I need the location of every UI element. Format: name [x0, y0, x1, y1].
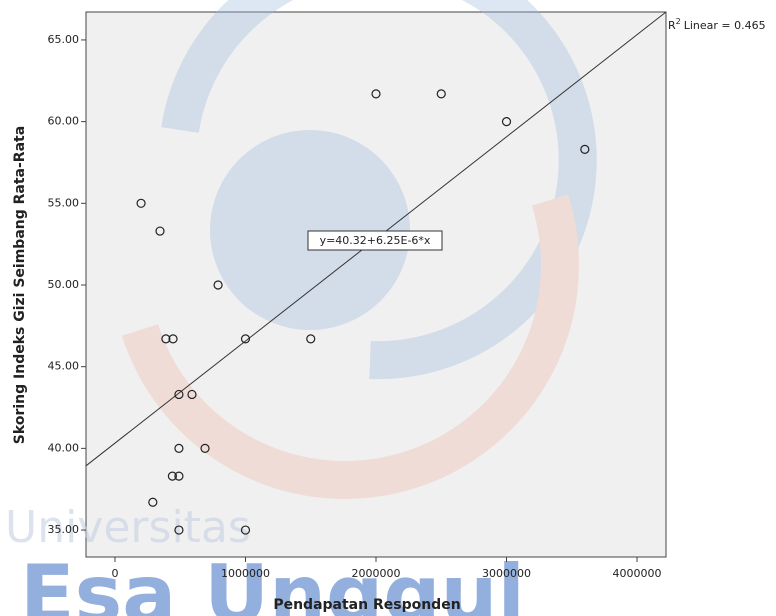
y-tick-label: 45.00 — [48, 360, 80, 373]
point — [136, 198, 146, 208]
point — [168, 334, 178, 344]
y-tick-label: 55.00 — [48, 196, 80, 209]
equation-label: y=40.32+6.25E-6*x — [320, 234, 431, 247]
point — [306, 334, 316, 344]
y-tick-label: 65.00 — [48, 33, 80, 46]
watermark-circle — [210, 130, 410, 330]
r2-text: Linear = 0.465 — [684, 19, 766, 32]
equation-box — [307, 230, 443, 251]
point — [155, 226, 165, 236]
point — [161, 334, 171, 344]
point — [187, 389, 197, 400]
watermark-arc — [161, 0, 597, 380]
y-tick-label: 60.00 — [48, 115, 80, 128]
point — [174, 471, 184, 481]
point — [167, 471, 177, 481]
r2-sup: 2 — [676, 17, 681, 26]
point — [580, 144, 590, 154]
point — [174, 389, 184, 400]
point — [371, 89, 381, 99]
watermark-text: Esa Unggul — [20, 548, 525, 616]
point — [174, 525, 184, 535]
x-tick-label: 0 — [111, 567, 118, 580]
x-tick-label: 2000000 — [352, 567, 401, 580]
x-axis-title: Pendapatan Responden — [273, 597, 460, 613]
point — [174, 443, 184, 453]
point — [240, 334, 251, 344]
x-tick-label: 3000000 — [482, 567, 531, 580]
point — [501, 117, 512, 127]
plot-area — [85, 11, 667, 558]
point — [240, 525, 251, 535]
watermark-text: Universitas — [5, 502, 251, 553]
x-tick-label: 4000000 — [613, 567, 662, 580]
point — [148, 497, 158, 507]
x-tick-label: 1000000 — [221, 567, 270, 580]
watermark-shapes — [121, 0, 597, 499]
y-axis-title: Skoring Indeks Gizi Seimbang Rata-Rata — [12, 126, 28, 444]
point — [200, 443, 210, 453]
r2-label: R2 Linear = 0.465 — [668, 17, 766, 33]
y-tick-label: 40.00 — [48, 441, 80, 454]
point — [436, 89, 446, 99]
y-tick-label: 50.00 — [48, 278, 80, 291]
point — [213, 280, 223, 290]
r2-base: R — [668, 19, 676, 32]
watermark-arc — [121, 194, 579, 499]
y-tick-label: 35.00 — [48, 523, 80, 536]
